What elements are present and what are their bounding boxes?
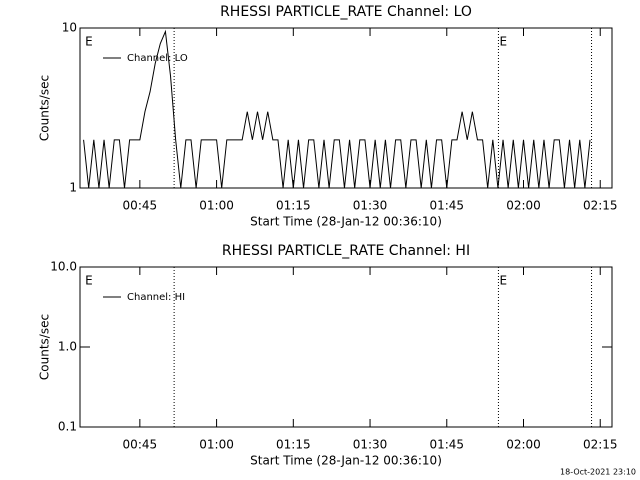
x-tick-label: 01:45: [429, 438, 464, 452]
plot-frame: [79, 266, 613, 428]
data-line: [83, 29, 591, 189]
x-tick-label: 02:00: [506, 199, 541, 213]
x-tick-label: 00:45: [123, 438, 158, 452]
event-label: E: [85, 274, 93, 288]
legend-label: Channel: HI: [127, 292, 185, 303]
event-label: E: [499, 35, 507, 49]
y-axis-label: Counts/sec: [38, 75, 52, 141]
x-tick-label: 01:00: [199, 199, 234, 213]
x-tick-label: 02:00: [506, 438, 541, 452]
x-axis-label: Start Time (28-Jan-12 00:36:10): [250, 454, 442, 468]
x-tick-label: 02:15: [583, 199, 618, 213]
y-axis-label: Counts/sec: [38, 314, 52, 380]
x-tick-label: 01:30: [353, 199, 388, 213]
event-label: E: [85, 35, 93, 49]
y-tick-label: 1: [69, 181, 77, 195]
y-tick-label: 1.0: [58, 340, 77, 354]
timestamp: 18-Oct-2021 23:10: [560, 468, 636, 477]
x-tick-label: 02:15: [583, 438, 618, 452]
x-axis-label: Start Time (28-Jan-12 00:36:10): [250, 215, 442, 229]
x-tick-label: 01:45: [429, 199, 464, 213]
y-tick-label: 0.1: [58, 420, 77, 434]
chart-title: RHESSI PARTICLE_RATE Channel: LO: [220, 4, 472, 20]
y-tick-label: 10.0: [50, 260, 77, 274]
y-tick-label: 10: [62, 21, 77, 35]
event-label: E: [499, 274, 507, 288]
chart-title: RHESSI PARTICLE_RATE Channel: HI: [222, 243, 470, 259]
legend-label: Channel: LO: [127, 53, 188, 64]
x-tick-label: 01:00: [199, 438, 234, 452]
x-tick-label: 01:30: [353, 438, 388, 452]
plot-frame: [79, 27, 613, 189]
x-tick-label: 01:15: [276, 199, 311, 213]
x-tick-label: 00:45: [123, 199, 158, 213]
x-tick-label: 01:15: [276, 438, 311, 452]
